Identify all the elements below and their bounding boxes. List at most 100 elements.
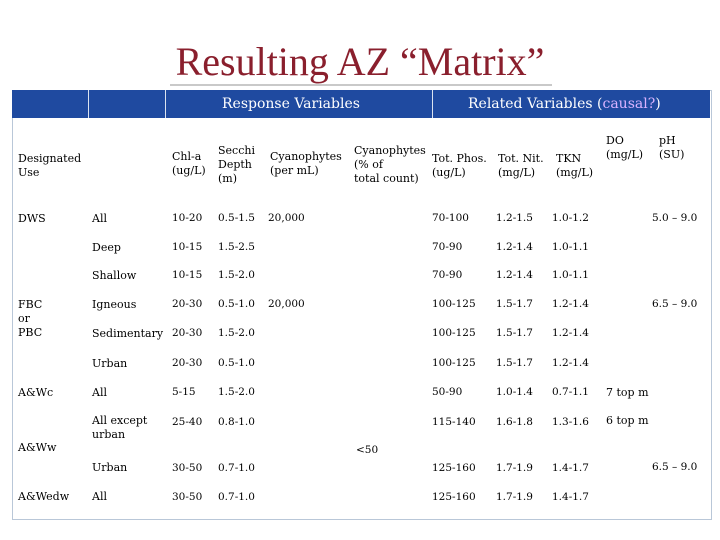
- col-header-line: total count): [354, 171, 419, 185]
- tn-value: 1.7-1.9: [496, 462, 533, 474]
- cyano-count-fbc: 20,000: [268, 298, 305, 310]
- col-header-line: pH: [659, 134, 676, 147]
- sub-use: Igneous: [92, 298, 137, 311]
- col-tot-nit: Tot. Nit. (mg/L): [498, 152, 544, 180]
- tn-value: 1.2-1.4: [496, 269, 533, 281]
- tn-value: 1.2-1.4: [496, 241, 533, 253]
- sub-use: Deep: [92, 241, 121, 254]
- col-header-line: Cyanophytes: [270, 150, 342, 163]
- do-value: 7 top m: [606, 386, 649, 399]
- chla-value: 30-50: [172, 491, 203, 503]
- secchi-value: 1.5-2.0: [218, 327, 255, 339]
- use-fbc-pbc: FBC or PBC: [18, 298, 42, 339]
- tkn-value: 1.4-1.7: [552, 462, 589, 474]
- tp-value: 125-160: [432, 462, 476, 474]
- ph-aquatic: 6.5 – 9.0: [652, 461, 698, 473]
- ph-fbc: 6.5 – 9.0: [652, 298, 698, 310]
- sub-use-line: urban: [92, 427, 126, 441]
- tp-value: 70-90: [432, 241, 463, 253]
- tkn-value: 0.7-1.1: [552, 386, 589, 398]
- chla-value: 25-40: [172, 416, 203, 428]
- tn-value: 1.7-1.9: [496, 491, 533, 503]
- cyano-pct-aquatic: <50: [356, 444, 379, 456]
- col-cyano-count: Cyanophytes (per mL): [270, 150, 342, 178]
- tn-value: 1.6-1.8: [496, 416, 533, 428]
- tkn-value: 1.3-1.6: [552, 416, 589, 428]
- col-header-line: (% of: [354, 157, 383, 171]
- col-cyano-pct: Cyanophytes (% of total count): [354, 144, 426, 185]
- secchi-value: 0.5-1.5: [218, 212, 255, 224]
- sub-use: All except urban: [92, 414, 147, 442]
- tn-value: 1.0-1.4: [496, 386, 533, 398]
- sub-use: All: [92, 386, 107, 399]
- col-header-line: Secchi: [218, 144, 255, 157]
- related-variables-label: Related Variables (: [468, 96, 603, 112]
- chla-value: 20-30: [172, 327, 203, 339]
- col-header-line: (mg/L): [606, 147, 644, 161]
- use-aww: A&Ww: [18, 441, 57, 454]
- col-header-line: Tot. Nit.: [498, 152, 544, 165]
- col-header-line: (m): [218, 171, 238, 185]
- use-line: PBC: [18, 325, 43, 339]
- tp-value: 125-160: [432, 491, 476, 503]
- tn-value: 1.5-1.7: [496, 327, 533, 339]
- col-designated-use: Designated Use: [18, 152, 81, 180]
- use-awedw: A&Wedw: [18, 490, 70, 503]
- secchi-value: 1.5-2.5: [218, 241, 255, 253]
- use-awc: A&Wc: [18, 386, 54, 399]
- tp-value: 115-140: [432, 416, 476, 428]
- secchi-value: 0.7-1.0: [218, 462, 255, 474]
- tn-value: 1.2-1.5: [496, 212, 533, 224]
- title-underline: [170, 84, 552, 86]
- tkn-value: 1.2-1.4: [552, 298, 589, 310]
- secchi-value: 0.5-1.0: [218, 357, 255, 369]
- col-chla: Chl-a (ug/L): [172, 150, 206, 178]
- chla-value: 30-50: [172, 462, 203, 474]
- secchi-value: 1.5-2.0: [218, 269, 255, 281]
- tkn-value: 1.2-1.4: [552, 357, 589, 369]
- tkn-value: 1.0-1.1: [552, 241, 589, 253]
- response-variables-label: Response Variables: [222, 96, 360, 112]
- sub-use: Shallow: [92, 269, 137, 282]
- sub-use: Urban: [92, 357, 128, 370]
- tn-value: 1.5-1.7: [496, 357, 533, 369]
- tkn-value: 1.0-1.2: [552, 212, 589, 224]
- chla-value: 5-15: [172, 386, 196, 398]
- col-header-line: Designated: [18, 152, 82, 165]
- col-ph: pH (SU): [659, 134, 684, 162]
- secchi-value: 1.5-2.0: [218, 386, 255, 398]
- col-header-line: (SU): [659, 147, 685, 161]
- tkn-value: 1.2-1.4: [552, 327, 589, 339]
- related-variables-suffix: ): [655, 96, 661, 112]
- header-cell-use: [12, 90, 89, 118]
- col-header-line: (ug/L): [172, 163, 206, 177]
- chla-value: 10-15: [172, 269, 203, 281]
- col-header-line: DO: [606, 134, 624, 147]
- col-do: DO (mg/L): [606, 134, 643, 162]
- tn-value: 1.5-1.7: [496, 298, 533, 310]
- matrix-table-frame: [12, 90, 712, 520]
- col-header-line: (mg/L): [498, 165, 536, 179]
- response-variables-header: Response Variables: [222, 96, 360, 112]
- chla-value: 10-20: [172, 212, 203, 224]
- slide-title: Resulting AZ “Matrix”: [175, 39, 545, 84]
- chla-value: 20-30: [172, 298, 203, 310]
- col-secchi: Secchi Depth (m): [218, 144, 255, 185]
- header-cell-sub: [89, 90, 166, 118]
- causal-label: causal?: [602, 96, 656, 112]
- secchi-value: 0.5-1.0: [218, 298, 255, 310]
- sub-use: Sedimentary: [92, 327, 164, 340]
- sub-use-line: All except: [92, 414, 148, 427]
- tp-value: 100-125: [432, 298, 476, 310]
- table-header-bar: [12, 90, 710, 118]
- cyano-count-dws: 20,000: [268, 212, 305, 224]
- sub-use: Urban: [92, 461, 128, 474]
- col-tkn: TKN (mg/L): [556, 152, 593, 180]
- col-header-line: Depth: [218, 157, 252, 171]
- tkn-value: 1.0-1.1: [552, 269, 589, 281]
- col-header-line: Chl-a: [172, 150, 202, 163]
- header-cell-response: [166, 90, 433, 118]
- col-header-line: TKN: [556, 152, 582, 165]
- col-header-line: Use: [18, 165, 40, 179]
- col-header-line: (per mL): [270, 163, 319, 177]
